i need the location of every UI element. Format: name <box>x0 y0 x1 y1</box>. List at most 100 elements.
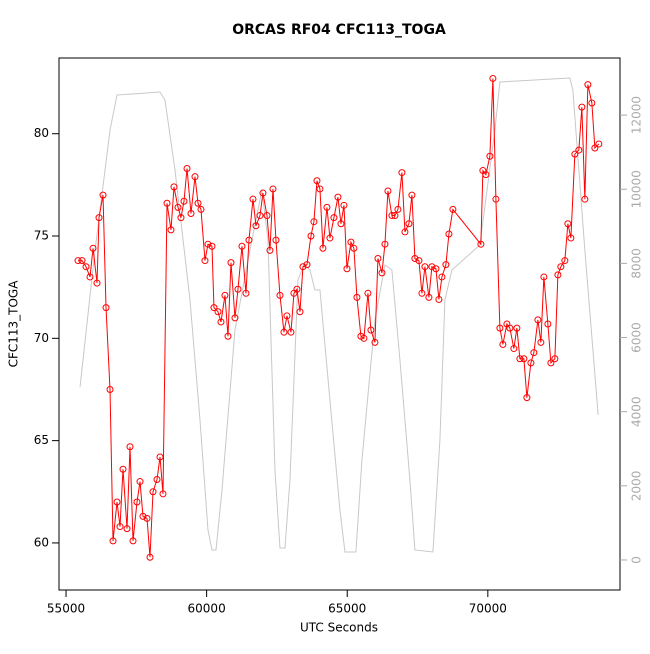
y-tick-label: 60 <box>34 535 49 549</box>
data-point <box>153 476 161 484</box>
data-point <box>516 355 524 363</box>
data-point <box>540 273 548 281</box>
data-point <box>492 195 500 203</box>
data-point <box>482 171 490 179</box>
data-point <box>263 212 271 220</box>
data-point <box>156 453 164 461</box>
data-point <box>421 263 429 271</box>
data-point <box>99 191 107 199</box>
data-point <box>299 263 307 271</box>
data-point <box>313 177 321 185</box>
data-point <box>415 257 423 265</box>
data-point <box>445 230 453 238</box>
data-point <box>201 257 209 265</box>
data-point <box>276 291 284 299</box>
data-point <box>174 203 182 211</box>
data-point <box>146 553 154 561</box>
data-point <box>575 146 583 154</box>
data-point <box>340 201 348 209</box>
data-point <box>360 334 368 342</box>
data-point <box>208 242 216 250</box>
data-point <box>595 140 603 148</box>
data-point <box>180 197 188 205</box>
data-point <box>143 514 151 522</box>
y2-tick-label: 4000 <box>630 396 644 427</box>
data-point <box>242 289 250 297</box>
data-point <box>238 242 246 250</box>
data-point <box>102 304 110 312</box>
data-point <box>170 183 178 191</box>
data-point <box>269 185 277 193</box>
data-point <box>343 265 351 273</box>
data-point <box>588 99 596 107</box>
data-point <box>256 212 264 220</box>
data-point <box>197 205 205 213</box>
data-point <box>74 257 82 265</box>
data-point <box>82 263 90 271</box>
data-point <box>177 214 185 222</box>
data-point <box>323 203 331 211</box>
data-point <box>116 523 124 531</box>
data-point <box>227 259 235 267</box>
data-point <box>418 289 426 297</box>
data-point <box>442 261 450 269</box>
data-point <box>551 355 559 363</box>
y2-tick-label: 10000 <box>630 170 644 208</box>
data-point <box>489 74 497 82</box>
data-point <box>303 261 311 269</box>
data-point <box>499 340 507 348</box>
data-point <box>425 293 433 301</box>
data-point <box>283 312 291 320</box>
data-point <box>204 240 212 248</box>
data-point <box>477 240 485 248</box>
data-point <box>350 244 358 252</box>
data-point <box>139 512 147 520</box>
data-point <box>506 324 514 332</box>
data-point <box>408 191 416 199</box>
data-point <box>78 257 86 265</box>
data-point <box>109 537 117 545</box>
data-point <box>266 246 274 254</box>
data-point <box>527 359 535 367</box>
data-point <box>534 316 542 324</box>
data-point <box>544 320 552 328</box>
y2-tick-label: 0 <box>630 556 644 564</box>
data-point <box>234 285 242 293</box>
data-point <box>136 478 144 486</box>
data-point <box>384 187 392 195</box>
data-point <box>221 291 229 299</box>
data-point <box>581 195 589 203</box>
data-point <box>438 273 446 281</box>
data-point <box>564 220 572 228</box>
data-point <box>378 269 386 277</box>
data-point <box>547 359 555 367</box>
data-point <box>86 273 94 281</box>
data-point <box>391 212 399 220</box>
data-point <box>106 385 114 393</box>
x-tick-label: 70000 <box>469 602 507 616</box>
data-point <box>326 234 334 242</box>
data-point <box>405 220 413 228</box>
data-point <box>296 308 304 316</box>
data-point <box>449 205 457 213</box>
data-point <box>252 222 260 230</box>
data-point <box>191 173 199 181</box>
data-point <box>401 228 409 236</box>
x-axis-label: UTC Seconds <box>300 621 378 635</box>
data-point <box>95 214 103 222</box>
data-point <box>214 308 222 316</box>
data-point <box>293 285 301 293</box>
data-point <box>432 265 440 273</box>
data-point <box>89 244 97 252</box>
x-tick-label: 65000 <box>328 602 366 616</box>
data-point <box>183 164 191 172</box>
data-point <box>126 443 134 451</box>
y2-tick-label: 8000 <box>630 248 644 279</box>
y2-tick-label: 6000 <box>630 322 644 353</box>
y-tick-label: 75 <box>34 229 49 243</box>
data-point <box>280 328 288 336</box>
data-point <box>347 238 355 246</box>
data-point <box>371 338 379 346</box>
